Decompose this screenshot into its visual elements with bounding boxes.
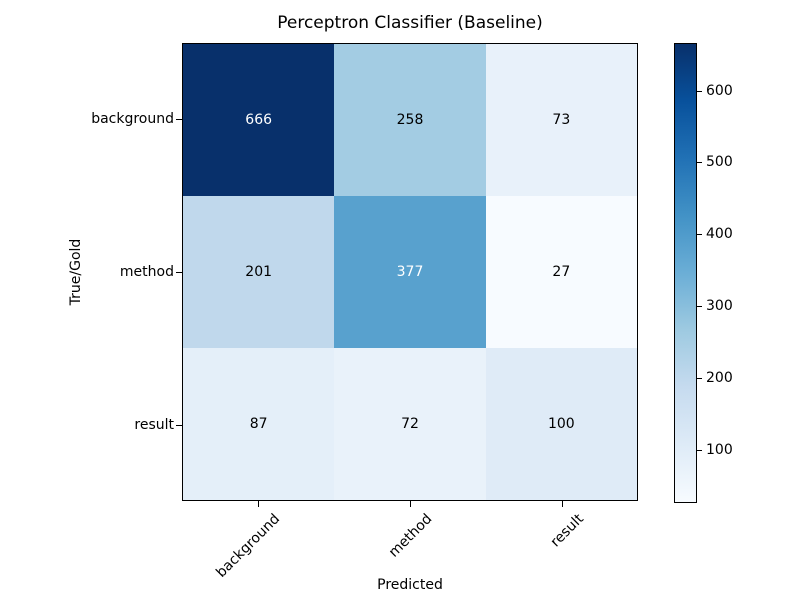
y-tick-label: result (134, 416, 174, 433)
colorbar-tick-mark (697, 450, 702, 452)
colorbar-tick-mark (697, 306, 702, 308)
y-axis-label: True/Gold (68, 238, 84, 306)
colorbar-tick-mark (697, 90, 702, 92)
heatmap-cell: 258 (334, 44, 486, 196)
colorbar-tick-label: 200 (706, 370, 733, 387)
colorbar-tick-label: 400 (706, 226, 733, 243)
colorbar-tick-label: 600 (706, 82, 733, 99)
colorbar-tick-label: 300 (706, 298, 733, 315)
heatmap-cell: 73 (485, 44, 637, 196)
y-tick-mark (176, 424, 182, 426)
heatmap-grid: 666 258 73 201 377 27 87 72 100 (182, 43, 638, 501)
x-tick-mark (562, 501, 563, 507)
heatmap-cell: 87 (183, 348, 335, 500)
y-tick-label: method (119, 264, 174, 280)
x-axis-label: Predicted (377, 577, 443, 593)
chart-title: Perceptron Classifier (Baseline) (277, 13, 543, 33)
colorbar-tick-mark (697, 162, 702, 164)
heatmap-cell: 100 (485, 348, 637, 500)
heatmap-cell: 377 (334, 196, 486, 348)
heatmap-cell: 27 (485, 196, 637, 348)
colorbar (674, 43, 697, 503)
x-tick-mark (258, 501, 259, 507)
y-tick-mark (176, 119, 182, 121)
heatmap-cell: 666 (183, 44, 335, 196)
x-tick-mark (410, 501, 411, 507)
heatmap-cell: 72 (334, 348, 486, 500)
colorbar-tick-mark (697, 378, 702, 380)
colorbar-tick-mark (697, 234, 702, 236)
colorbar-tick-label: 500 (706, 154, 733, 171)
y-tick-label: background (91, 111, 174, 128)
heatmap-cell: 201 (183, 196, 335, 348)
colorbar-tick-label: 100 (706, 442, 733, 459)
y-tick-mark (176, 272, 182, 273)
